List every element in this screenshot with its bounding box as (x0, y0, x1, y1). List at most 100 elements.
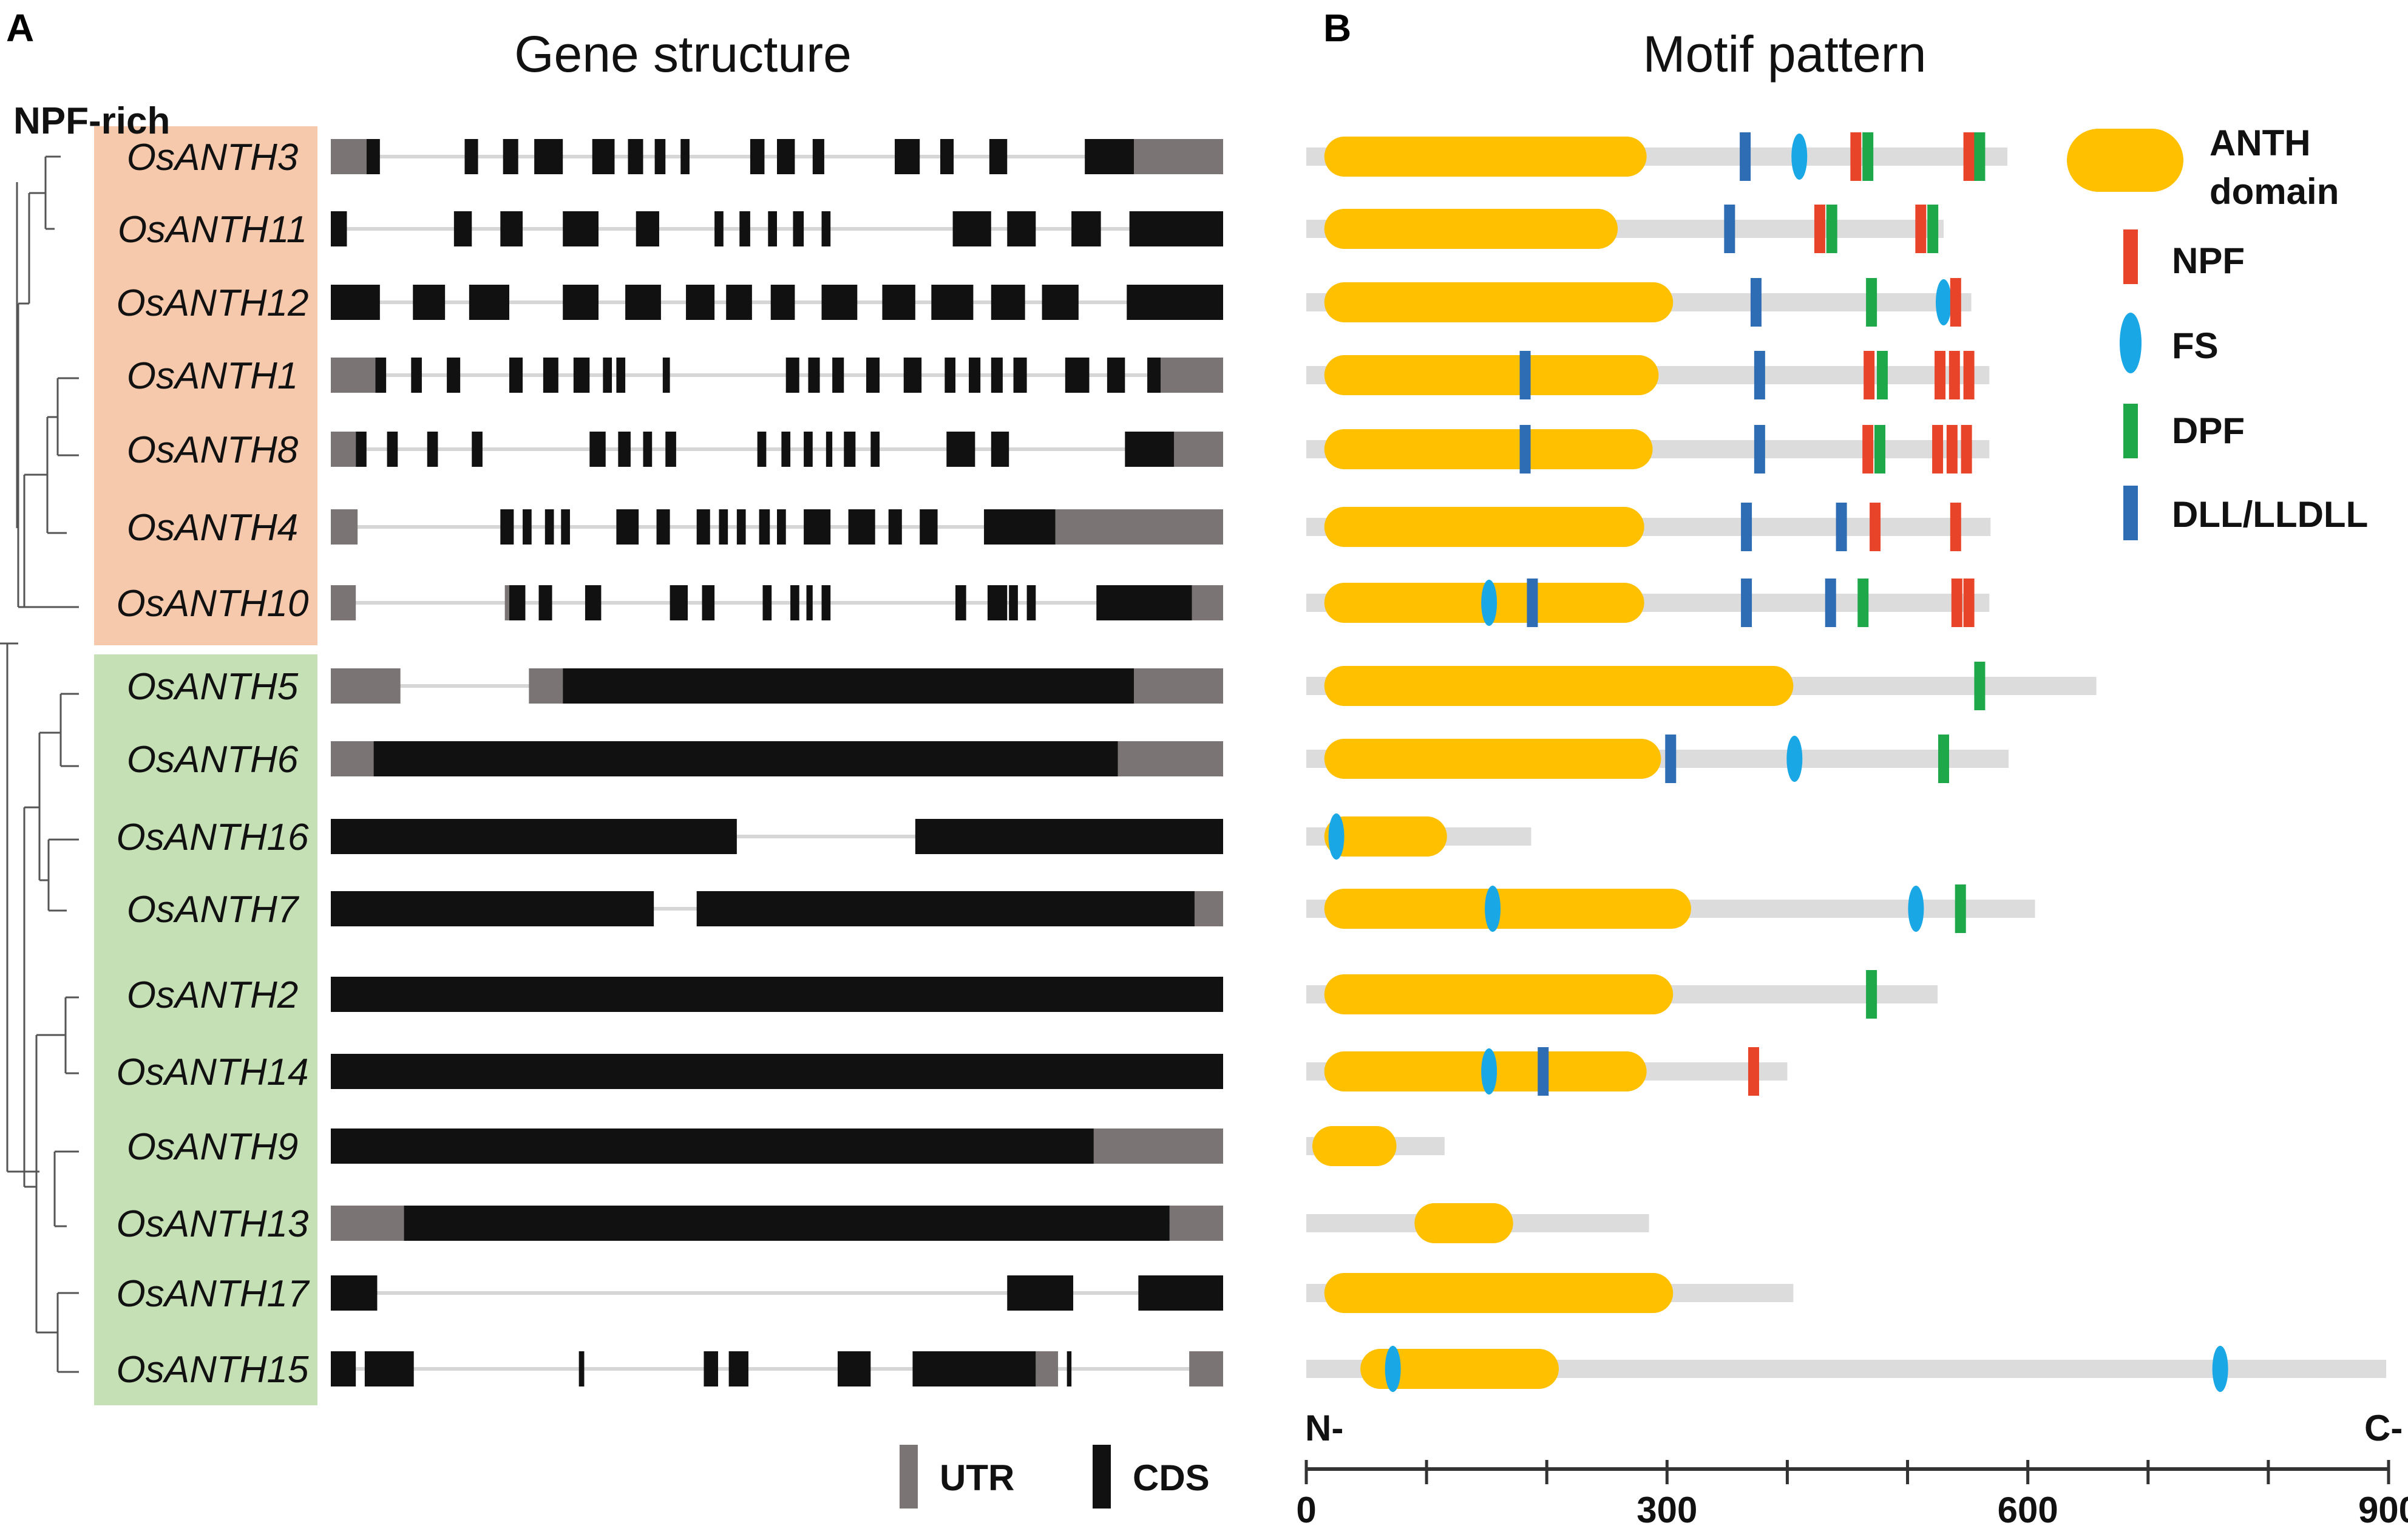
dpf-motif (1866, 970, 1877, 1019)
anth-domain (1324, 739, 1661, 779)
motif-row-OsANTH10 (1306, 579, 1990, 627)
npf-motif (1963, 351, 1975, 399)
gene-structure-OsANTH17 (331, 1275, 1223, 1311)
other-clade-background (94, 654, 317, 1405)
gene-name-label: OsANTH16 (117, 816, 309, 858)
gene-structure-OsANTH16 (331, 819, 1223, 854)
cds-block (812, 139, 824, 174)
cds-block (616, 509, 639, 545)
utr-block (1118, 741, 1223, 776)
npf-motif (1864, 351, 1875, 399)
dll-legend-swatch (2123, 486, 2138, 540)
gene-name-label: OsANTH2 (127, 974, 298, 1016)
npf-motif (1950, 503, 1961, 551)
npf-motif (1915, 205, 1927, 253)
cds-block (331, 211, 347, 246)
npf-motif (1948, 351, 1960, 399)
motif-row-OsANTH12 (1306, 278, 1972, 327)
anth-domain (1360, 1349, 1559, 1389)
cds-block (759, 509, 770, 545)
npf-motif (1946, 425, 1958, 473)
gene-structure-OsANTH12 (331, 285, 1223, 320)
utr-block (331, 139, 367, 174)
npf-rich-clade-background (94, 126, 317, 645)
dpf-motif (1974, 662, 1986, 710)
dll-motif (1836, 503, 1847, 551)
utr-block (1194, 891, 1223, 926)
cds-block (984, 509, 1056, 545)
anth-domain (1324, 137, 1647, 177)
motif-row-OsANTH1 (1306, 351, 1990, 399)
gene-name-label: OsANTH15 (117, 1349, 309, 1391)
cds-block (785, 358, 799, 393)
npf-motif (1850, 132, 1862, 181)
motif-row-OsANTH3 (1306, 132, 2007, 181)
cds-legend-label: CDS (1133, 1458, 1210, 1498)
gene-name-label: OsANTH11 (118, 209, 307, 251)
cds-block (1007, 1275, 1074, 1311)
cds-block (837, 1351, 871, 1386)
motif-row-OsANTH11 (1306, 205, 1944, 253)
cds-block (1009, 585, 1018, 620)
cds-block (826, 432, 833, 467)
cds-block (603, 358, 612, 393)
gene-structure-OsANTH13 (331, 1206, 1223, 1241)
cds-block (844, 432, 856, 467)
utr-block (1134, 668, 1223, 704)
anth-legend-label-line2: domain (2210, 171, 2339, 212)
cds-block (777, 509, 786, 545)
cds-block (888, 509, 902, 545)
axis-tick-label: 900 (2358, 1490, 2408, 1530)
utr-block (1189, 1351, 1223, 1386)
cds-block (543, 358, 558, 393)
cds-block (945, 358, 955, 393)
cds-block (544, 509, 554, 545)
dpf-legend-label: DPF (2172, 410, 2245, 451)
axis-c-terminus-label: C- (2364, 1408, 2403, 1448)
utr-block (1161, 358, 1223, 393)
cds-block (1007, 211, 1036, 246)
cds-block (589, 432, 606, 467)
cds-block (1125, 432, 1175, 467)
gene-structure-OsANTH4 (331, 509, 1223, 545)
cds-block (680, 139, 690, 174)
cds-block (331, 977, 1223, 1012)
cds-block (356, 432, 367, 467)
gene-structure-OsANTH8 (331, 432, 1223, 467)
cds-block (656, 509, 670, 545)
cds-block (719, 509, 728, 545)
npf-legend-swatch (2123, 229, 2138, 284)
anth-domain (1324, 209, 1618, 249)
motif-row-OsANTH9 (1306, 1126, 1445, 1166)
dll-motif (1750, 278, 1762, 327)
anth-domain (1324, 355, 1659, 395)
axis-tick-label: 0 (1296, 1490, 1316, 1530)
cds-block (704, 1351, 718, 1386)
cds-block (364, 1351, 414, 1386)
cds-block (538, 585, 552, 620)
anth-domain (1324, 666, 1794, 706)
cds-block (375, 358, 387, 393)
cds-block (915, 819, 1223, 854)
cds-block (848, 509, 875, 545)
gene-name-label: OsANTH13 (117, 1203, 309, 1245)
gene-structure-OsANTH14 (331, 1054, 1223, 1089)
cds-block (413, 285, 446, 320)
cds-block (523, 509, 532, 545)
anth-domain-legend-swatch (2067, 129, 2183, 192)
npf-rich-clade-label: NPF-rich (13, 100, 170, 142)
cds-block (946, 432, 975, 467)
gene-name-label: OsANTH17 (117, 1273, 310, 1315)
cds-block (1026, 585, 1036, 620)
cds-block (808, 358, 820, 393)
cds-block (987, 585, 1008, 620)
dpf-motif (1938, 735, 1949, 783)
npf-motif (1932, 425, 1944, 473)
cds-block (952, 211, 991, 246)
dll-legend-label: DLL/LLDLL (2172, 494, 2368, 535)
cds-block (654, 139, 666, 174)
cds-block (991, 358, 1003, 393)
anth-domain (1312, 1126, 1397, 1166)
motif-row-OsANTH14 (1306, 1047, 1788, 1096)
